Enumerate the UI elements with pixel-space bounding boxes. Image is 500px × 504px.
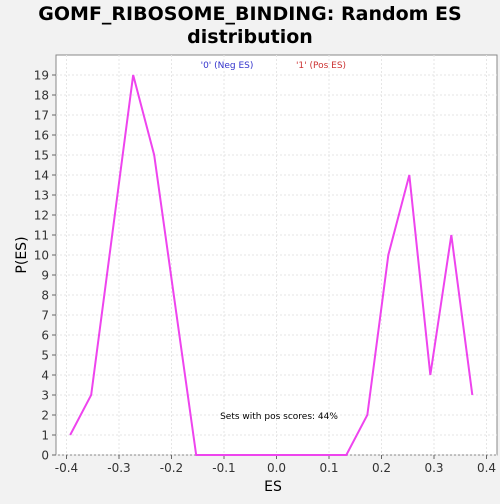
y-tick-label: 18	[34, 89, 49, 103]
y-tick-label: 13	[34, 189, 49, 203]
x-tick-label: -0.1	[212, 461, 235, 475]
y-tick-label: 14	[34, 169, 49, 183]
series	[69, 74, 474, 456]
chart-title-line-2: distribution	[187, 26, 313, 48]
y-tick-label: 0	[41, 449, 49, 463]
grid	[56, 55, 497, 456]
y-tick-label: 6	[41, 329, 49, 343]
x-tick-label: 0.3	[424, 461, 443, 475]
x-tick-label: -0.3	[107, 461, 130, 475]
y-tick-label: 17	[34, 109, 49, 123]
annotation-pos-scores: Sets with pos scores: 44%	[220, 412, 338, 422]
y-tick-label: 11	[34, 229, 49, 243]
y-axis-label: P(ES)	[14, 236, 30, 273]
x-tick-label: -0.2	[160, 461, 183, 475]
chart-title-line-1: GOMF_RIBOSOME_BINDING: Random ES	[38, 3, 461, 25]
y-tick-label: 2	[41, 409, 49, 423]
y-tick-label: 1	[41, 429, 49, 443]
y-tick-label: 8	[41, 289, 49, 303]
y-tick-label: 16	[34, 129, 49, 143]
x-tick-label: 0.0	[267, 461, 286, 475]
y-tick-label: 10	[34, 249, 49, 263]
legend-item-pos: '1' (Pos ES)	[296, 61, 346, 71]
y-tick-label: 12	[34, 209, 49, 223]
x-tick-label: -0.4	[55, 461, 78, 475]
legend-item-neg: '0' (Neg ES)	[201, 61, 254, 71]
x-tick-label: 0.4	[477, 461, 496, 475]
y-tick-label: 7	[41, 309, 49, 323]
y-tick-label: 15	[34, 149, 49, 163]
x-tick-label: 0.2	[372, 461, 391, 475]
y-tick-label: 5	[41, 349, 49, 363]
y-tick-label: 19	[34, 69, 49, 83]
x-tick-label: 0.1	[319, 461, 338, 475]
x-axis-label: ES	[264, 479, 282, 495]
series-line	[69, 74, 474, 456]
y-tick-label: 9	[41, 269, 49, 283]
y-tick-label: 3	[41, 389, 49, 403]
y-tick-label: 4	[41, 369, 49, 383]
